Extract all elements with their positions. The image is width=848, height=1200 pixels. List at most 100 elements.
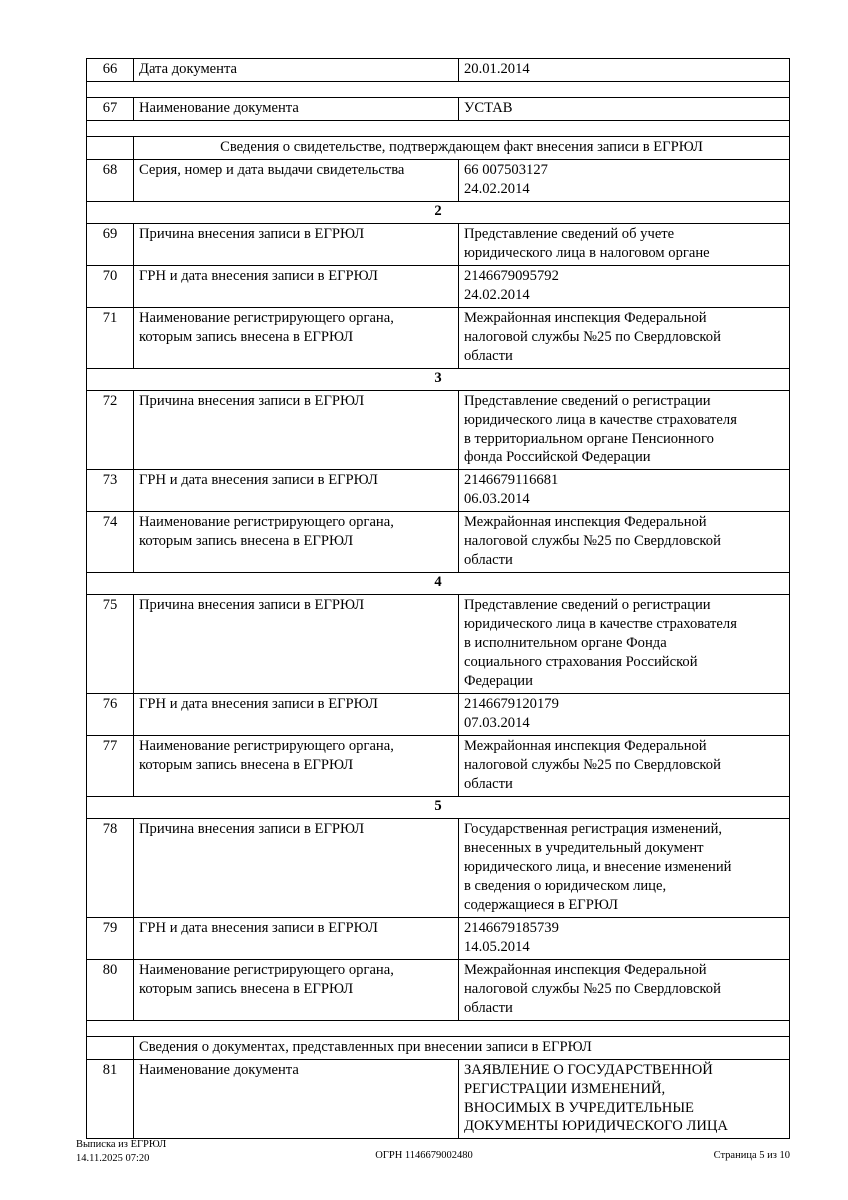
row-field-name-text: Наименование регистрирующего органа, кот… xyxy=(139,738,394,773)
row-field-name-text: Наименование регистрирующего органа, кот… xyxy=(139,309,394,345)
table-row: 76 ГРН и дата внесения записи в ЕГРЮЛ 2146… xyxy=(86,693,790,737)
row-field-name-text: Наименование документа xyxy=(139,99,299,116)
row-field-name-text: ГРН и дата внесения записи в ЕГРЮЛ xyxy=(139,919,378,936)
row-field-value-text: Межрайонная инспекция Федеральной налого… xyxy=(464,961,721,1016)
row-field-value-text: Представление сведений о регистрации юри… xyxy=(464,392,737,466)
row-field-value-cell: Представление сведений о регистрации юри… xyxy=(458,389,790,471)
table-spacer-row xyxy=(86,80,790,98)
section-header-title: Сведения о документах, представленных пр… xyxy=(133,1035,790,1060)
row-field-value-text: 20.01.2014 xyxy=(464,61,530,77)
row-number-cell: 80 xyxy=(86,958,134,1021)
table-row: 72 Причина внесения записи в ЕГРЮЛ Предста… xyxy=(86,389,790,471)
record-section-number: 3 xyxy=(86,367,790,391)
row-number-cell: 66 xyxy=(86,58,134,82)
row-field-value-text: 2146679185739 14.05.2014 xyxy=(464,919,559,955)
table-row: 73 ГРН и дата внесения записи в ЕГРЮЛ 2146… xyxy=(86,469,790,513)
row-field-value-cell: 2146679095792 24.02.2014 xyxy=(458,264,790,308)
row-field-value-cell: Межрайонная инспекция Федеральной налого… xyxy=(458,958,790,1021)
row-field-name-cell: ГРН и дата внесения записи в ЕГРЮЛ xyxy=(133,916,459,960)
row-field-value-cell: 2146679185739 14.05.2014 xyxy=(458,916,790,960)
table-row: 70 ГРН и дата внесения записи в ЕГРЮЛ 2146… xyxy=(86,264,790,308)
record-section-row: 5 xyxy=(86,795,790,819)
table-row: 71 Наименование регистрирующего органа, к… xyxy=(86,306,790,369)
row-field-name-text: ГРН и дата внесения записи в ЕГРЮЛ xyxy=(139,267,378,284)
row-field-name-cell: Дата документа xyxy=(133,58,459,82)
row-field-value-text: 2146679120179 07.03.2014 xyxy=(464,696,559,732)
row-field-name-cell: Причина внесения записи в ЕГРЮЛ xyxy=(133,817,459,918)
table-row: 66 Дата документа 20.01.2014 xyxy=(86,58,790,82)
footer-document-label: Выписка из ЕГРЮЛ 14.11.2025 07:20 xyxy=(76,1139,167,1165)
table-row: 69 Причина внесения записи в ЕГРЮЛ Предста… xyxy=(86,222,790,266)
row-field-value-text: 2146679095792 24.02.2014 xyxy=(464,267,559,303)
row-field-name-cell: Причина внесения записи в ЕГРЮЛ xyxy=(133,594,459,695)
record-section-number: 2 xyxy=(86,200,790,224)
spacer-cell xyxy=(86,80,790,98)
row-field-name-cell: Наименование регистрирующего органа, кот… xyxy=(133,511,459,574)
footer-page-number: Страница 5 из 10 xyxy=(713,1150,790,1161)
row-field-value-text: Государственная регистрация изменений, в… xyxy=(464,820,732,913)
row-field-name-text: Причина внесения записи в ЕГРЮЛ xyxy=(139,820,365,837)
table-row: 77 Наименование регистрирующего органа, к… xyxy=(86,735,790,797)
table-row: 67 Наименование документа УСТАВ xyxy=(86,96,790,121)
row-field-value-text: 66 007503127 24.02.2014 xyxy=(464,161,548,197)
row-field-name-cell: ГРН и дата внесения записи в ЕГРЮЛ xyxy=(133,469,459,513)
row-field-value-text: 2146679116681 06.03.2014 xyxy=(464,472,559,508)
row-number-cell: 79 xyxy=(86,916,134,960)
egrul-extract-table: 66 Дата документа 20.01.2014 67 Наименование… xyxy=(86,58,790,1140)
row-field-value-cell: 2146679116681 06.03.2014 xyxy=(458,469,790,513)
table-spacer-row xyxy=(86,119,790,137)
row-number-cell: 75 xyxy=(86,594,134,695)
row-field-value-cell: ЗАЯВЛЕНИЕ О ГОСУДАРСТВЕННОЙ РЕГИСТРАЦИИ … xyxy=(458,1058,790,1140)
row-field-value-text: ЗАЯВЛЕНИЕ О ГОСУДАРСТВЕННОЙ РЕГИСТРАЦИИ … xyxy=(464,1061,728,1135)
row-field-value-text: УСТАВ xyxy=(464,99,513,116)
row-field-name-text: Наименование регистрирующего органа, кот… xyxy=(139,514,394,550)
row-field-name-cell: Наименование документа xyxy=(133,96,459,121)
row-number-cell: 71 xyxy=(86,306,134,369)
row-field-name-cell: Причина внесения записи в ЕГРЮЛ xyxy=(133,222,459,266)
table-section-header-row: Сведения о документах, представленных пр… xyxy=(86,1035,790,1060)
table-row: 80 Наименование регистрирующего органа, к… xyxy=(86,958,790,1021)
row-number-cell: 69 xyxy=(86,222,134,266)
row-field-value-text: Представление сведений об учете юридичес… xyxy=(464,225,710,261)
row-field-name-text: Причина внесения записи в ЕГРЮЛ xyxy=(139,225,365,242)
row-field-value-text: Межрайонная инспекция Федеральной налого… xyxy=(464,309,721,364)
row-field-value-cell: Представление сведений об учете юридичес… xyxy=(458,222,790,266)
row-field-name-cell: ГРН и дата внесения записи в ЕГРЮЛ xyxy=(133,264,459,308)
row-field-value-cell: Межрайонная инспекция Федеральной налого… xyxy=(458,511,790,574)
row-number-cell: 68 xyxy=(86,158,134,202)
record-section-number: 5 xyxy=(86,795,790,819)
table-row: 78 Причина внесения записи в ЕГРЮЛ Государ… xyxy=(86,817,790,918)
section-header-title: Сведения о свидетельстве, подтверждающем… xyxy=(133,135,790,160)
row-field-value-cell: 2146679120179 07.03.2014 xyxy=(458,693,790,737)
table-row: 74 Наименование регистрирующего органа, к… xyxy=(86,511,790,574)
row-field-name-cell: Наименование регистрирующего органа, кот… xyxy=(133,735,459,797)
page-footer: Выписка из ЕГРЮЛ 14.11.2025 07:20 ОГРН 1… xyxy=(0,1138,848,1178)
row-number-cell: 78 xyxy=(86,817,134,918)
record-section-number: 4 xyxy=(86,572,790,596)
row-number-cell: 77 xyxy=(86,735,134,797)
row-field-name-text: Причина внесения записи в ЕГРЮЛ xyxy=(139,597,365,614)
row-field-name-cell: Причина внесения записи в ЕГРЮЛ xyxy=(133,389,459,471)
row-field-name-cell: Наименование регистрирующего органа, кот… xyxy=(133,958,459,1021)
section-header-blank-cell xyxy=(86,1035,134,1060)
row-field-value-cell: 20.01.2014 xyxy=(458,58,790,82)
row-field-name-cell: ГРН и дата внесения записи в ЕГРЮЛ xyxy=(133,693,459,737)
row-number-cell: 70 xyxy=(86,264,134,308)
row-field-name-cell: Наименование регистрирующего органа, кот… xyxy=(133,306,459,369)
table-row: 81 Наименование документа ЗАЯВЛЕНИЕ О ГОСУ… xyxy=(86,1058,790,1140)
table-row: 75 Причина внесения записи в ЕГРЮЛ Предста… xyxy=(86,594,790,695)
row-field-value-text: Межрайонная инспекция Федеральной налого… xyxy=(464,738,721,792)
row-field-value-cell: Представление сведений о регистрации юри… xyxy=(458,594,790,695)
row-field-value-cell: Межрайонная инспекция Федеральной налого… xyxy=(458,306,790,369)
row-field-value-cell: Межрайонная инспекция Федеральной налого… xyxy=(458,735,790,797)
row-number-cell: 81 xyxy=(86,1058,134,1140)
row-field-name-text: Серия, номер и дата выдачи свидетельства xyxy=(139,161,405,178)
row-field-value-cell: 66 007503127 24.02.2014 xyxy=(458,158,790,202)
row-number-cell: 72 xyxy=(86,389,134,471)
row-field-name-cell: Серия, номер и дата выдачи свидетельства xyxy=(133,158,459,202)
row-field-value-cell: Государственная регистрация изменений, в… xyxy=(458,817,790,918)
row-field-name-text: Дата документа xyxy=(139,61,238,77)
row-field-value-text: Представление сведений о регистрации юри… xyxy=(464,597,737,690)
spacer-cell xyxy=(86,119,790,137)
